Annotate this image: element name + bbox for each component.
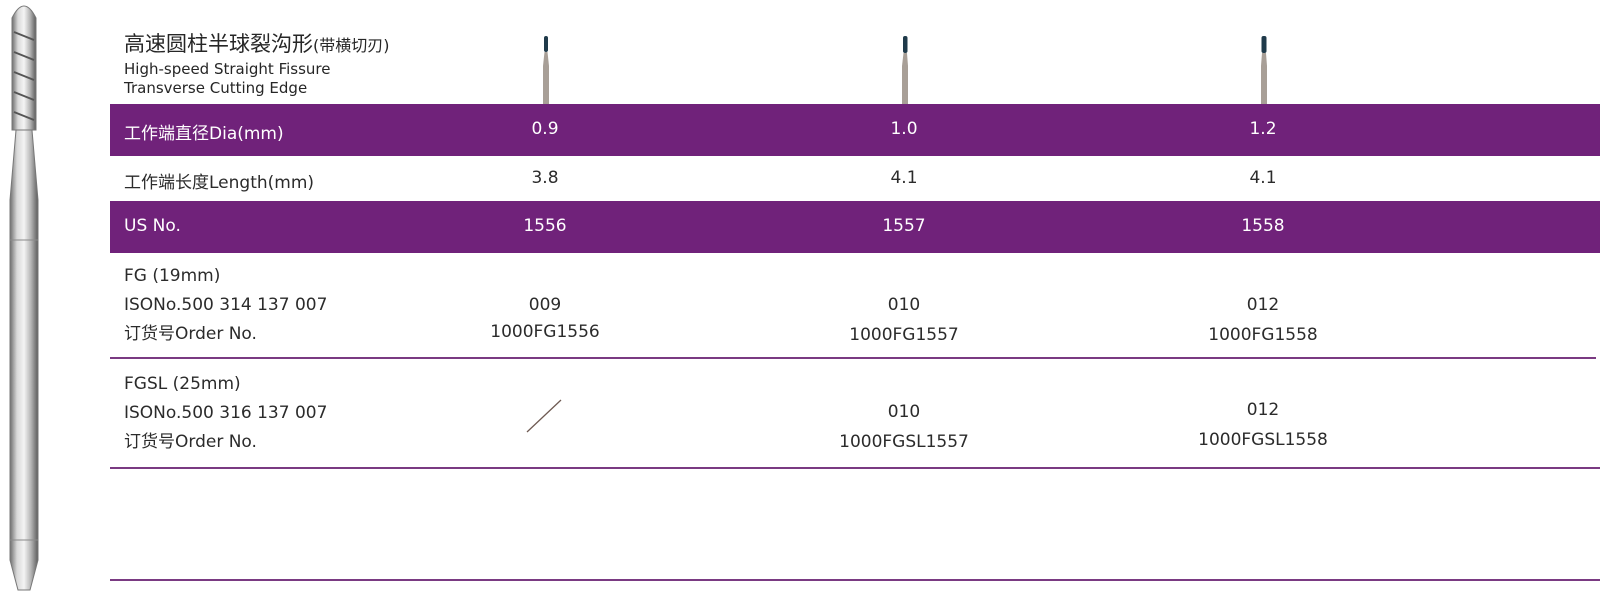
fgsl-order-1557: 1000FGSL1557 [839, 432, 969, 452]
diameter-value-1557: 1.0 [890, 119, 918, 139]
fg-iso-1558: 012 [1246, 295, 1280, 315]
diameter-value-1556: 0.9 [531, 119, 559, 139]
title-en-line2: Transverse Cutting Edge [124, 79, 308, 97]
fg-shank-label: FG (19mm) [124, 266, 221, 286]
length-value-1558: 4.1 [1249, 168, 1277, 188]
bur-icon-1557 [902, 36, 908, 104]
fgsl-label-block: FGSL (25mm) ISONo.500 316 137 007 订货号Ord… [124, 370, 327, 457]
diameter-value-1558: 1.2 [1249, 119, 1277, 139]
length-label: 工作端长度Length(mm) [124, 173, 315, 193]
fg-divider [110, 357, 1596, 359]
fg-order-1556: 1000FG1556 [490, 322, 600, 342]
row-us-number: US No. 1556 1557 1558 [110, 201, 1600, 253]
us-number-1558: 1558 [1241, 216, 1285, 236]
row-length: 工作端长度Length(mm) 3.8 4.1 4.1 [110, 156, 1600, 204]
fgsl-cell-1557: 010 1000FGSL1557 [794, 397, 1014, 457]
title-zh-suffix: (带横切刃) [313, 36, 390, 55]
bur-icon-1556 [543, 36, 549, 104]
fgsl-divider [110, 467, 1600, 469]
fgsl-iso-1557: 010 [887, 402, 921, 422]
fgsl-iso-1558: 012 [1246, 400, 1280, 420]
row-diameter: 工作端直径Dia(mm) 0.9 1.0 1.2 [110, 104, 1600, 156]
fgsl-shank-label: FGSL (25mm) [124, 374, 241, 394]
fgsl-order-1558: 1000FGSL1558 [1198, 430, 1328, 450]
fg-order-1557: 1000FG1557 [849, 325, 959, 345]
fgsl-cell-1558: 012 1000FGSL1558 [1153, 395, 1373, 455]
length-value-1557: 4.1 [890, 168, 918, 188]
bottom-divider [110, 579, 1600, 581]
product-title: 高速圆柱半球裂沟形(带横切刃) High-speed Straight Fiss… [124, 30, 390, 98]
fg-iso-1557: 010 [887, 295, 921, 315]
length-value-1556: 3.8 [531, 168, 559, 188]
diameter-label: 工作端直径Dia(mm) [124, 124, 284, 144]
fg-cell-1557: 010 1000FG1557 [794, 290, 1014, 350]
fg-cell-1558: 012 1000FG1558 [1153, 290, 1373, 350]
fg-iso-label: ISONo.500 314 137 007 [124, 295, 328, 315]
bur-icon-1558 [1261, 36, 1267, 104]
not-available-slash [526, 399, 562, 433]
title-en-line1: High-speed Straight Fissure [124, 60, 331, 78]
fg-label-block: FG (19mm) ISONo.500 314 137 007 订货号Order… [124, 262, 327, 349]
fg-order-label: 订货号Order No. [124, 324, 257, 344]
title-zh: 高速圆柱半球裂沟形 [124, 32, 313, 56]
fgsl-order-label: 订货号Order No. [124, 432, 257, 452]
us-number-1556: 1556 [523, 216, 567, 236]
bur-product-photo [9, 5, 39, 591]
fgsl-iso-label: ISONo.500 316 137 007 [124, 403, 328, 423]
us-number-1557: 1557 [882, 216, 926, 236]
us-number-label: US No. [124, 216, 181, 236]
fg-iso-1556: 009 [528, 295, 562, 315]
fg-order-1558: 1000FG1558 [1208, 325, 1318, 345]
fg-cell-1556: 009 1000FG1556 [435, 290, 655, 347]
